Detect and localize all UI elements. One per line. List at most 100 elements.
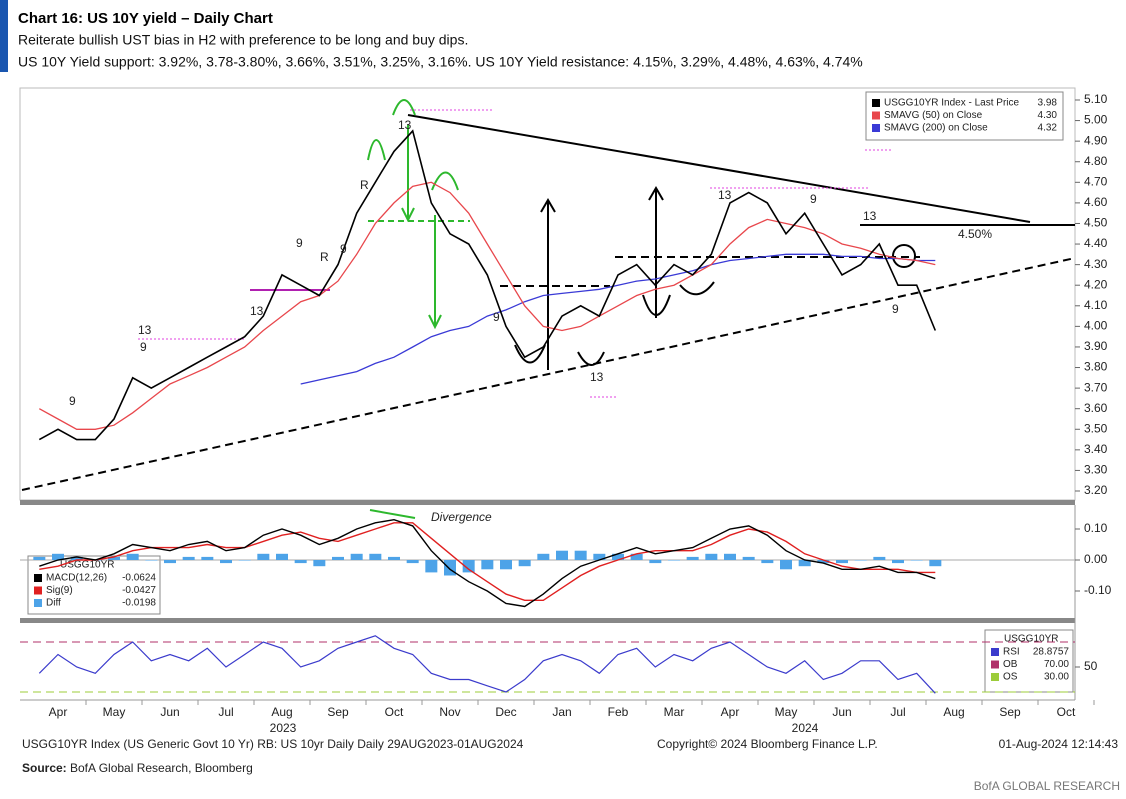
diff-bar: [369, 553, 382, 560]
annotation: 4.50%: [958, 227, 992, 241]
diff-bar: [182, 556, 195, 560]
diff-bar: [556, 550, 568, 560]
legend-value: 3.98: [1038, 98, 1058, 109]
diff-bar: [108, 556, 120, 560]
brand: BofA GLOBAL RESEARCH: [974, 779, 1120, 793]
legend-swatch: [34, 586, 42, 595]
y-tick-label: 4.50: [1084, 216, 1108, 230]
diff-bar: [145, 560, 158, 561]
annotation: 9: [810, 192, 817, 206]
legend-swatch: [991, 648, 999, 656]
copyright: Copyright© 2024 Bloomberg Finance L.P.: [657, 737, 878, 751]
diff-bar: [798, 560, 811, 567]
diff-bar: [817, 560, 830, 564]
diff-bar: [220, 560, 232, 564]
diff-bar: [612, 553, 624, 560]
x-tick-label: Sep: [327, 705, 349, 719]
x-tick-label: Oct: [385, 705, 404, 719]
legend-swatch: [872, 99, 880, 107]
y-tick-label: 3.40: [1084, 442, 1108, 456]
y-tick-label: 4.20: [1084, 277, 1108, 291]
x-tick-label: Oct: [1057, 705, 1076, 719]
diff-bar: [724, 553, 736, 560]
arrow-head: [428, 314, 442, 330]
year-label: 2024: [792, 721, 819, 735]
y-tick-label: 3.70: [1084, 380, 1108, 394]
signal-line: [39, 522, 936, 601]
annotation: 13: [250, 304, 264, 318]
diff-bar: [294, 560, 307, 564]
diff-bar: [406, 560, 419, 564]
diff-bar: [649, 560, 662, 564]
legend-value: 4.30: [1038, 110, 1058, 121]
legend-value: 28.8757: [1033, 647, 1070, 658]
x-tick-label: May: [775, 705, 798, 719]
x-tick-label: Apr: [721, 705, 740, 719]
annotation: 13: [590, 370, 604, 384]
annotation: 13: [398, 118, 412, 132]
x-tick-label: Feb: [608, 705, 629, 719]
annotation: 9: [140, 340, 147, 354]
annotation: 9: [493, 310, 500, 324]
arcs: [367, 99, 459, 191]
y-tick-label: 50: [1084, 659, 1098, 673]
legend-swatch: [991, 660, 999, 669]
diff-bar: [929, 560, 942, 567]
y-tick-label: 4.60: [1084, 195, 1108, 209]
y-tick-label: 0.00: [1084, 552, 1108, 566]
y-tick-label: 3.60: [1084, 401, 1108, 415]
legend-swatch: [34, 599, 42, 607]
support-line: [21, 257, 1076, 491]
year-label: 2023: [270, 721, 297, 735]
y-tick-label: -0.10: [1084, 583, 1112, 597]
annotation: 9: [340, 242, 347, 256]
legend-label: SMAVG (50) on Close: [884, 110, 983, 121]
legend-box: [984, 629, 1074, 693]
bottoms: [514, 281, 715, 366]
legend-label: Sig(9): [46, 585, 73, 596]
diff-bar: [332, 556, 344, 560]
legend-value: 70.00: [1044, 659, 1069, 670]
diff-bar: [388, 556, 400, 560]
legend-title: USGG10YR: [60, 560, 114, 571]
legend-label: RSI: [1003, 647, 1020, 658]
arrow-head: [648, 186, 664, 201]
annotation: 9: [892, 302, 899, 316]
diff-bar: [593, 553, 606, 560]
x-tick-label: Nov: [439, 705, 460, 719]
x-tick-label: Apr: [49, 705, 68, 719]
y-tick-label: 3.90: [1084, 339, 1108, 353]
diff-bar: [500, 560, 512, 570]
x-tick-label: Jul: [218, 705, 233, 719]
legend-swatch: [991, 673, 999, 681]
x-tick-label: Jan: [552, 705, 571, 719]
x-tick-label: Aug: [943, 705, 964, 719]
annotation: 13: [718, 188, 732, 202]
y-tick-label: 4.00: [1084, 319, 1108, 333]
diff-bar: [444, 560, 456, 576]
separator: [20, 618, 1075, 623]
y-tick-label: 5.00: [1084, 113, 1108, 127]
legend-value: 30.00: [1044, 672, 1069, 683]
diff-bar: [836, 560, 848, 564]
annotation: Divergence: [431, 510, 492, 524]
legend-swatch: [872, 124, 880, 132]
timestamp: 01-Aug-2024 12:14:43: [999, 737, 1119, 751]
x-tick-label: Sep: [999, 705, 1021, 719]
diff-bar: [910, 560, 923, 561]
legend-value: -0.0198: [122, 598, 156, 609]
diff-bar: [313, 560, 326, 567]
diff-bar: [52, 553, 64, 560]
annotation: 13: [138, 323, 152, 337]
x-tick-label: Dec: [495, 705, 516, 719]
sma50-line: [38, 181, 936, 430]
legend-label: OS: [1003, 672, 1018, 683]
y-tick-label: 5.10: [1084, 92, 1108, 106]
legend-label: USGG10YR Index - Last Price: [884, 98, 1019, 109]
separator: [20, 500, 1075, 505]
y-tick-label: 4.70: [1084, 174, 1108, 188]
legend-box: [27, 555, 161, 615]
diff-bar: [761, 560, 774, 564]
divergence-line: [369, 509, 416, 519]
x-tick-label: Aug: [271, 705, 292, 719]
